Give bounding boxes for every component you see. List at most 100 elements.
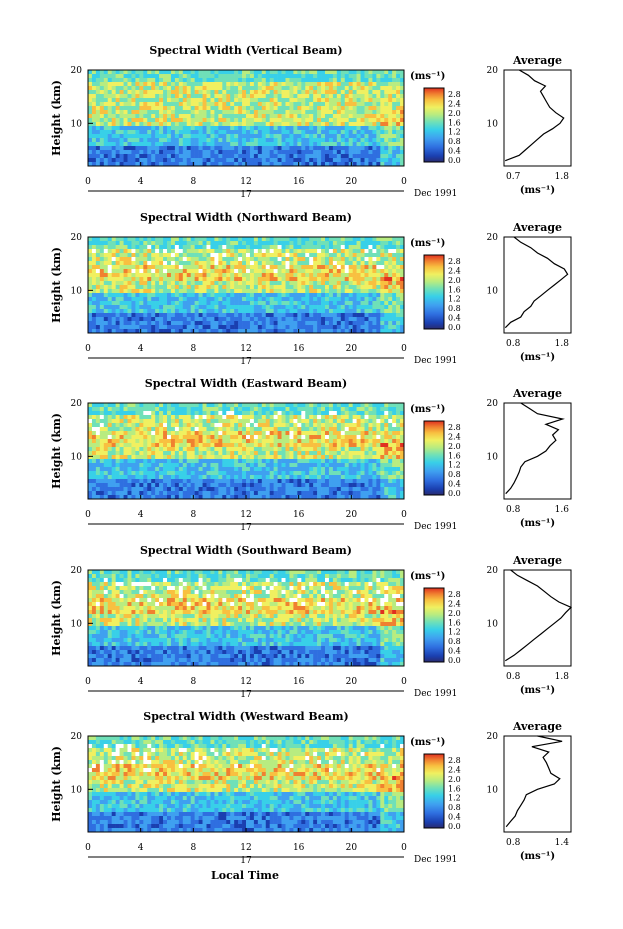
colorbar-tick-label: 2.4 [448, 266, 461, 275]
x-tick-label: 0 [85, 677, 91, 687]
colorbar-tick-label: 2.4 [448, 432, 461, 441]
colorbar-tick-label: 2.8 [448, 590, 461, 599]
colorbar-tick-label: 0.0 [448, 822, 461, 831]
colorbar-unit: (ms⁻¹) [410, 71, 445, 82]
date-label: Dec 1991 [414, 689, 457, 699]
y-axis-label: Height (km) [50, 80, 63, 156]
colorbar-tick-label: 0.0 [448, 656, 461, 665]
average-x-label: (ms⁻¹) [520, 851, 555, 862]
y-tick-label: 20 [71, 399, 83, 409]
average-y-tick-label: 20 [487, 399, 499, 409]
colorbar-unit: (ms⁻¹) [410, 737, 445, 748]
average-y-tick-label: 10 [487, 452, 499, 462]
colorbar [423, 753, 445, 829]
colorbar-tick-label: 1.6 [448, 285, 461, 294]
date-label: Dec 1991 [414, 189, 457, 199]
average-x-tick-label: 1.4 [555, 838, 570, 848]
x-tick-label: 20 [346, 510, 358, 520]
x-tick-label: 20 [346, 677, 358, 687]
colorbar-tick-label: 1.2 [448, 128, 461, 137]
average-line [505, 735, 563, 828]
panel-title: Spectral Width (Southward Beam) [140, 544, 352, 557]
colorbar-tick-label: 0.0 [448, 323, 461, 332]
x-axis-label: Local Time [211, 869, 279, 882]
average-title: Average [512, 720, 562, 733]
panel-2: Spectral Width (Northward Beam) Height (k… [50, 211, 572, 367]
colorbar-tick-label: 0.4 [448, 314, 461, 323]
colorbar-tick-label: 2.4 [448, 99, 461, 108]
average-frame [503, 402, 572, 500]
colorbar-tick-label: 1.6 [448, 451, 461, 460]
colorbar-tick-label: 0.0 [448, 156, 461, 165]
y-axis-label: Height (km) [50, 247, 63, 323]
average-line [504, 569, 573, 662]
x-tick-label: 16 [293, 344, 305, 354]
colorbar-tick-label: 1.2 [448, 461, 461, 470]
x-tick-label: 4 [138, 677, 144, 687]
colorbar-tick-label: 1.6 [448, 618, 461, 627]
date-label: Dec 1991 [414, 522, 457, 532]
x-tick-label: 0 [401, 677, 407, 687]
average-line [505, 402, 565, 495]
average-x-tick-label: 0.8 [506, 339, 521, 349]
average-y-tick-label: 20 [487, 566, 499, 576]
panel-5: Spectral Width (Westward Beam) Height (km… [50, 710, 572, 866]
y-tick-label: 10 [71, 785, 83, 795]
colorbar [423, 87, 445, 163]
average-x-tick-label: 1.8 [555, 339, 570, 349]
x-tick-label: 0 [85, 843, 91, 853]
average-x-tick-label: 0.8 [506, 505, 521, 515]
colorbar-tick-label: 2.0 [448, 609, 461, 618]
colorbar [423, 420, 445, 496]
colorbar-tick-label: 2.8 [448, 257, 461, 266]
panel-3: Spectral Width (Eastward Beam) Height (km… [50, 377, 572, 533]
x-tick-label: 20 [346, 843, 358, 853]
colorbar-tick-label: 0.4 [448, 647, 461, 656]
y-tick-label: 10 [71, 452, 83, 462]
y-tick-label: 20 [71, 233, 83, 243]
heatmap [88, 70, 405, 167]
x-tick-label: 0 [85, 344, 91, 354]
panel-title: Spectral Width (Eastward Beam) [145, 377, 347, 390]
colorbar-unit: (ms⁻¹) [410, 404, 445, 415]
average-y-tick-label: 10 [487, 785, 499, 795]
panel-4: Spectral Width (Southward Beam) Height (k… [50, 544, 573, 700]
y-tick-label: 10 [71, 286, 83, 296]
x-tick-label: 16 [293, 177, 305, 187]
average-x-tick-label: 1.6 [555, 505, 570, 515]
average-title: Average [512, 54, 562, 67]
x-tick-label: 12 [240, 510, 251, 520]
y-tick-label: 20 [71, 566, 83, 576]
average-title: Average [512, 221, 562, 234]
colorbar-tick-label: 0.8 [448, 470, 461, 479]
colorbar-tick-label: 0.4 [448, 813, 461, 822]
x-tick-label: 12 [240, 177, 251, 187]
average-line [504, 69, 565, 162]
colorbar-unit: (ms⁻¹) [410, 571, 445, 582]
average-x-label: (ms⁻¹) [520, 185, 555, 196]
average-x-label: (ms⁻¹) [520, 352, 555, 363]
average-x-tick-label: 1.8 [555, 672, 570, 682]
average-y-tick-label: 10 [487, 119, 499, 129]
day-label: 17 [240, 523, 252, 533]
x-tick-label: 16 [293, 843, 305, 853]
heatmap [88, 237, 405, 334]
x-tick-label: 8 [190, 677, 196, 687]
y-axis-label: Height (km) [50, 580, 63, 656]
x-tick-label: 0 [401, 843, 407, 853]
x-tick-label: 0 [85, 177, 91, 187]
colorbar-tick-label: 2.8 [448, 90, 461, 99]
day-label: 17 [240, 690, 252, 700]
average-title: Average [512, 387, 562, 400]
x-tick-label: 8 [190, 843, 196, 853]
y-tick-label: 20 [71, 66, 83, 76]
x-tick-label: 0 [401, 177, 407, 187]
panel-title: Spectral Width (Westward Beam) [143, 710, 348, 723]
x-tick-label: 16 [293, 677, 305, 687]
colorbar-tick-label: 2.0 [448, 276, 461, 285]
colorbar-tick-label: 2.8 [448, 756, 461, 765]
x-tick-label: 4 [138, 344, 144, 354]
panel-title: Spectral Width (Vertical Beam) [149, 44, 342, 57]
x-tick-label: 4 [138, 177, 144, 187]
